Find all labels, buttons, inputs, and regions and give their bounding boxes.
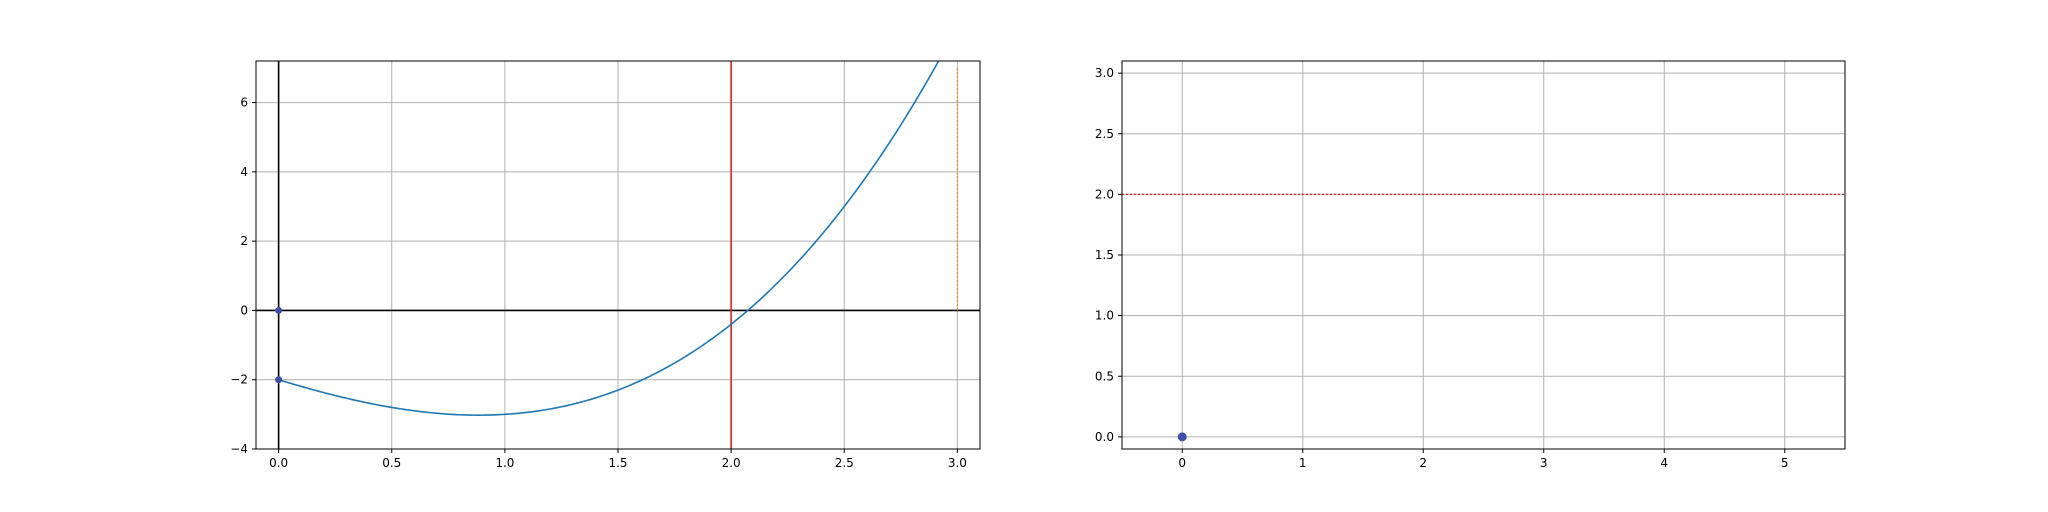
y-tick-label: 2.5 [1095, 127, 1114, 141]
chart-left: 0.0 0.5 1.0 1.5 2.0 2.5 3.0 −4 −2 0 2 4 6 [230, 60, 981, 470]
y-tick-label: 2.0 [1095, 187, 1114, 201]
data-point [275, 376, 283, 384]
y-tick-label: 2 [240, 234, 248, 248]
x-tick-label: 5 [1781, 456, 1789, 470]
y-tick-label: 4 [240, 165, 248, 179]
x-tick-label: 3.0 [948, 456, 967, 470]
y-tick-label: 6 [240, 96, 248, 110]
y-tick-label: 3.0 [1095, 66, 1114, 80]
x-tick-label: 1 [1299, 456, 1307, 470]
y-tick-label: 0.5 [1095, 369, 1114, 383]
y-tick-label: −4 [230, 442, 248, 456]
x-tick-label: 3 [1540, 456, 1548, 470]
plot-area [256, 61, 980, 449]
x-tick-label: 0.0 [269, 456, 288, 470]
x-tick-label: 0 [1178, 456, 1186, 470]
series-line [278, 61, 940, 416]
chart-right: 0 1 2 3 4 5 0.0 0.5 1.0 1.5 2.0 2.5 3.0 [1095, 60, 1846, 470]
x-tick-label: 1.0 [495, 456, 514, 470]
y-tick-label: 0.0 [1095, 430, 1114, 444]
data-point [1177, 432, 1187, 442]
x-tick-label: 2 [1419, 456, 1427, 470]
y-tick-label: 0 [240, 303, 248, 317]
y-tick-label: −2 [230, 373, 248, 387]
x-tick-label: 2.5 [835, 456, 854, 470]
x-tick-label: 2.0 [722, 456, 741, 470]
y-tick-label: 1.5 [1095, 248, 1114, 262]
data-point [275, 306, 283, 314]
y-tick-label: 1.0 [1095, 309, 1114, 323]
x-tick-label: 0.5 [382, 456, 401, 470]
x-tick-label: 1.5 [608, 456, 627, 470]
x-tick-label: 4 [1660, 456, 1668, 470]
